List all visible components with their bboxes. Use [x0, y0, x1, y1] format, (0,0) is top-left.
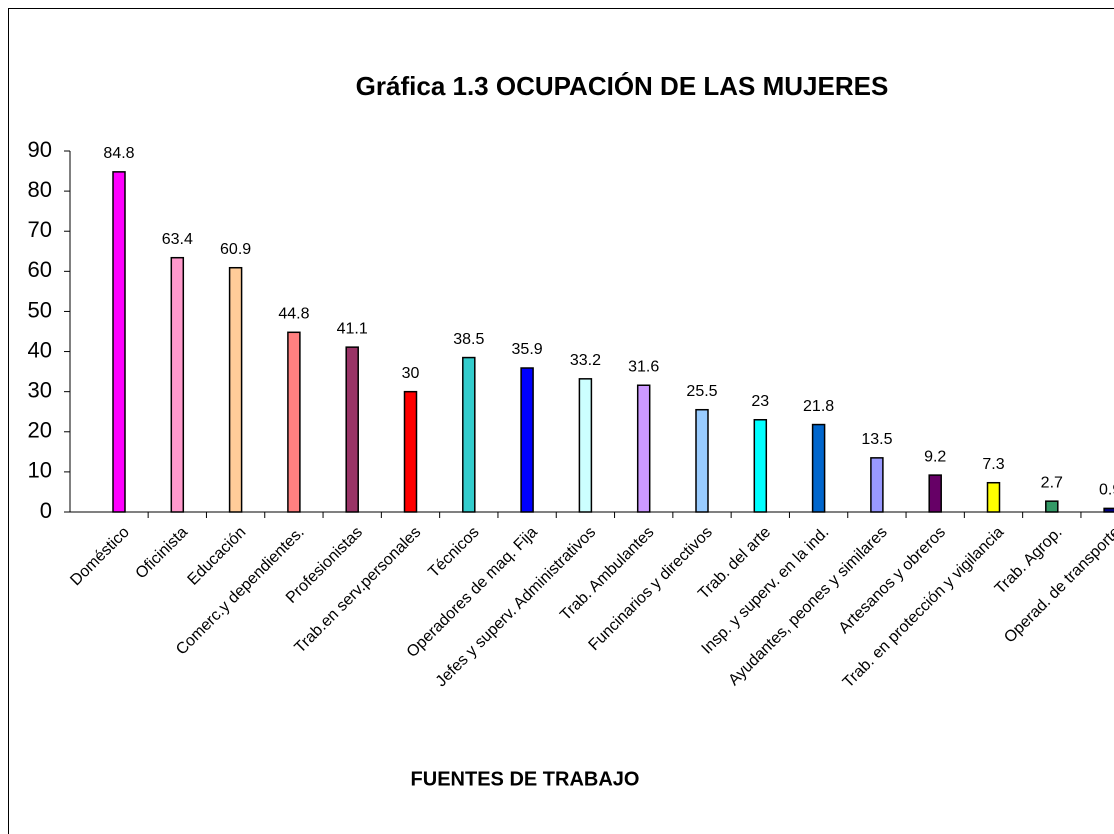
bar [1045, 500, 1059, 513]
data-label: 44.8 [278, 306, 309, 323]
x-tick-label: Oficinista [133, 524, 192, 583]
data-label: 7.3 [982, 456, 1004, 473]
data-label: 30 [402, 365, 420, 382]
bar [578, 378, 593, 513]
x-tick-label: Artesanos y obreros [836, 524, 949, 637]
data-label: 9.2 [924, 448, 946, 465]
bar [753, 418, 768, 513]
y-tick-label: 40 [28, 337, 52, 362]
data-label: 13.5 [861, 431, 892, 448]
bar [870, 457, 884, 513]
y-tick-label: 0 [40, 498, 52, 523]
y-tick-label: 80 [28, 177, 52, 202]
x-tick-label: Técnicos [425, 524, 482, 581]
data-label: 0.9 [1099, 482, 1114, 499]
bar [695, 408, 709, 513]
data-label: 33.2 [570, 352, 601, 369]
y-tick-label: 70 [28, 217, 52, 242]
bar [986, 481, 1001, 513]
bar [636, 384, 651, 513]
bar [403, 390, 418, 513]
y-tick-label: 20 [28, 418, 52, 443]
bar [170, 256, 185, 513]
data-label: 23 [751, 393, 769, 410]
y-tick-label: 90 [28, 137, 52, 162]
data-label: 84.8 [103, 145, 134, 162]
x-axis-label: FUENTES DE TRABAJO [411, 768, 640, 790]
data-label: 41.1 [337, 320, 368, 337]
y-tick-label: 10 [28, 458, 52, 483]
bar [345, 346, 359, 513]
y-tick-label: 60 [28, 257, 52, 282]
x-tick-label: Doméstico [67, 524, 133, 590]
chart-frame [8, 8, 1114, 834]
data-label: 60.9 [220, 241, 251, 258]
data-label: 2.7 [1041, 474, 1063, 491]
bar [928, 474, 942, 513]
y-tick-label: 30 [28, 377, 52, 402]
data-label: 21.8 [803, 398, 834, 415]
bar [462, 356, 476, 513]
bar [1103, 507, 1114, 513]
data-label: 38.5 [453, 331, 484, 348]
bar [112, 171, 126, 513]
bar [811, 423, 826, 513]
data-label: 63.4 [162, 231, 193, 248]
data-label: 35.9 [512, 341, 543, 358]
bar [228, 266, 243, 513]
data-label: 25.5 [686, 383, 717, 400]
bar [287, 331, 301, 513]
chart-title: Gráfica 1.3 OCUPACIÓN DE LAS MUJERES [356, 71, 889, 101]
bar [520, 367, 534, 513]
y-tick-label: 50 [28, 297, 52, 322]
data-label: 31.6 [628, 358, 659, 375]
